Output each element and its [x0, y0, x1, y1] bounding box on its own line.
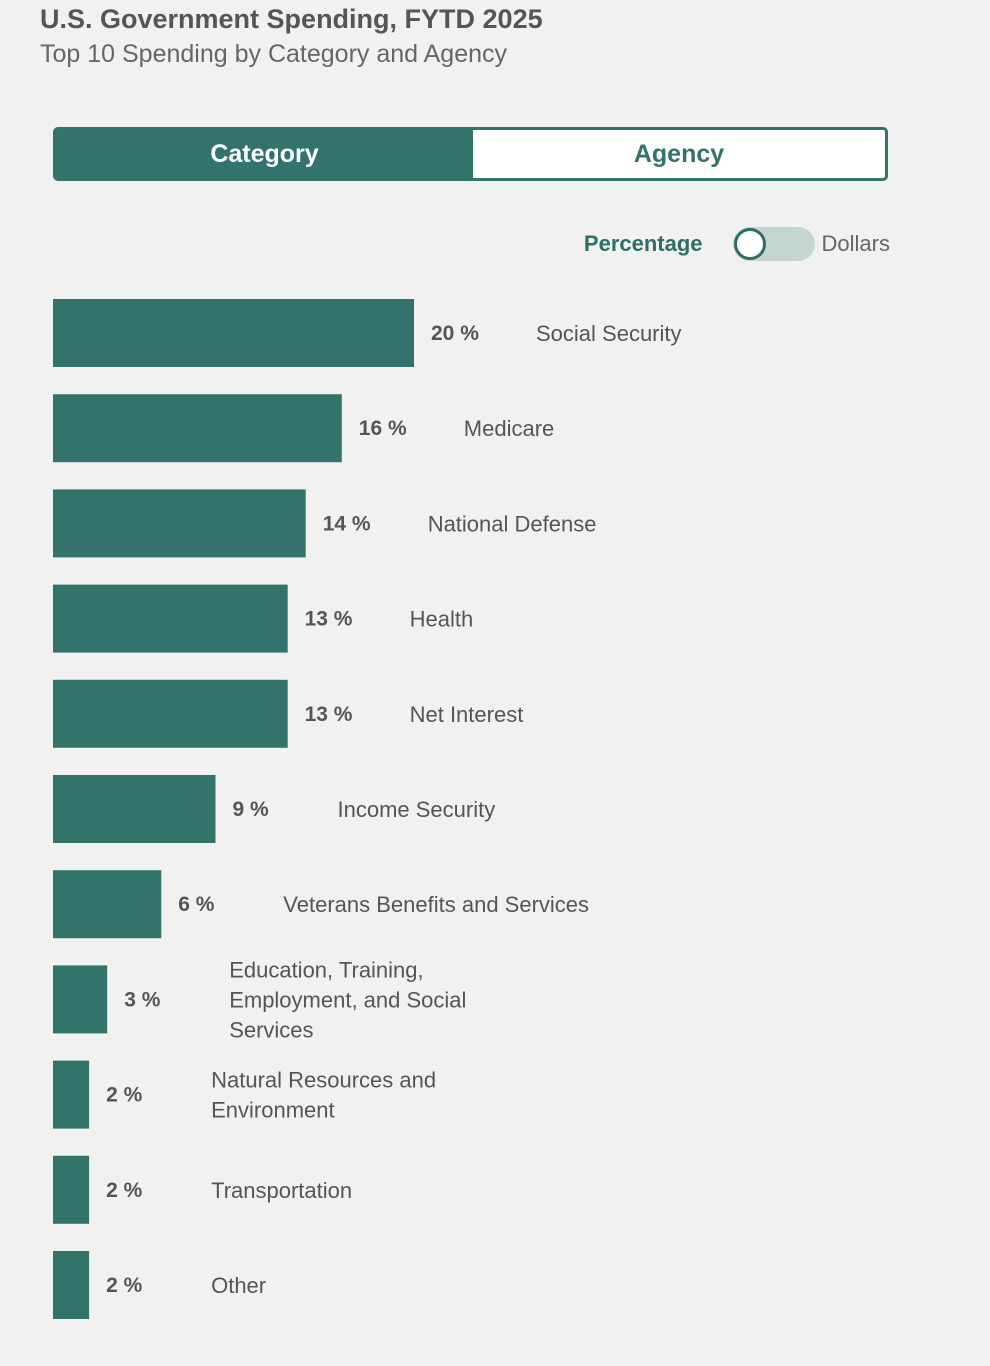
- value-label: 20 %: [431, 322, 479, 345]
- bar[interactable]: [53, 775, 216, 843]
- value-label: 2 %: [106, 1179, 143, 1202]
- value-label: 13 %: [305, 608, 353, 631]
- tab-agency[interactable]: Agency: [473, 130, 885, 178]
- unit-toggle-switch[interactable]: [732, 227, 815, 261]
- bar[interactable]: [53, 965, 108, 1034]
- category-label: Social Security: [536, 321, 682, 346]
- category-label: Veterans Benefits and Services: [283, 892, 589, 917]
- bar[interactable]: [53, 299, 414, 367]
- bar[interactable]: [53, 489, 306, 558]
- bar[interactable]: [53, 870, 162, 939]
- value-label: 14 %: [323, 512, 371, 535]
- value-label: 9 %: [233, 798, 270, 821]
- dollars-label[interactable]: Dollars: [821, 231, 890, 256]
- category-label: Transportation: [211, 1178, 352, 1203]
- chart-title: U.S. Government Spending, FYTD 2025: [40, 4, 543, 34]
- bar[interactable]: [53, 584, 288, 653]
- category-label: Health: [410, 607, 474, 632]
- value-label: 6 %: [178, 893, 215, 916]
- bar[interactable]: [53, 1060, 90, 1129]
- chart-subtitle: Top 10 Spending by Category and Agency: [40, 40, 508, 68]
- bar[interactable]: [53, 679, 288, 748]
- category-label: National Defense: [428, 511, 597, 536]
- category-label: Net Interest: [410, 702, 524, 727]
- value-label: 2 %: [106, 1274, 143, 1297]
- value-label: 16 %: [359, 417, 407, 440]
- unit-toggle-row: Percentage Dollars: [584, 226, 890, 262]
- category-label: Other: [211, 1273, 266, 1298]
- view-tabs: Category Agency: [53, 127, 888, 181]
- percentage-label[interactable]: Percentage: [583, 231, 703, 256]
- tab-category[interactable]: Category: [56, 130, 473, 178]
- bar[interactable]: [53, 394, 342, 463]
- toggle-knob[interactable]: [733, 228, 766, 260]
- value-label: 3 %: [124, 988, 161, 1011]
- category-label: Income Security: [338, 797, 496, 822]
- category-label: Education, Training, Employment, and Soci…: [229, 957, 466, 1042]
- category-label: Medicare: [464, 416, 554, 441]
- bar[interactable]: [53, 1155, 90, 1224]
- value-label: 13 %: [305, 703, 353, 726]
- bar[interactable]: [53, 1251, 90, 1319]
- category-label: Natural Resources and Environment: [211, 1068, 436, 1123]
- value-label: 2 %: [106, 1084, 143, 1107]
